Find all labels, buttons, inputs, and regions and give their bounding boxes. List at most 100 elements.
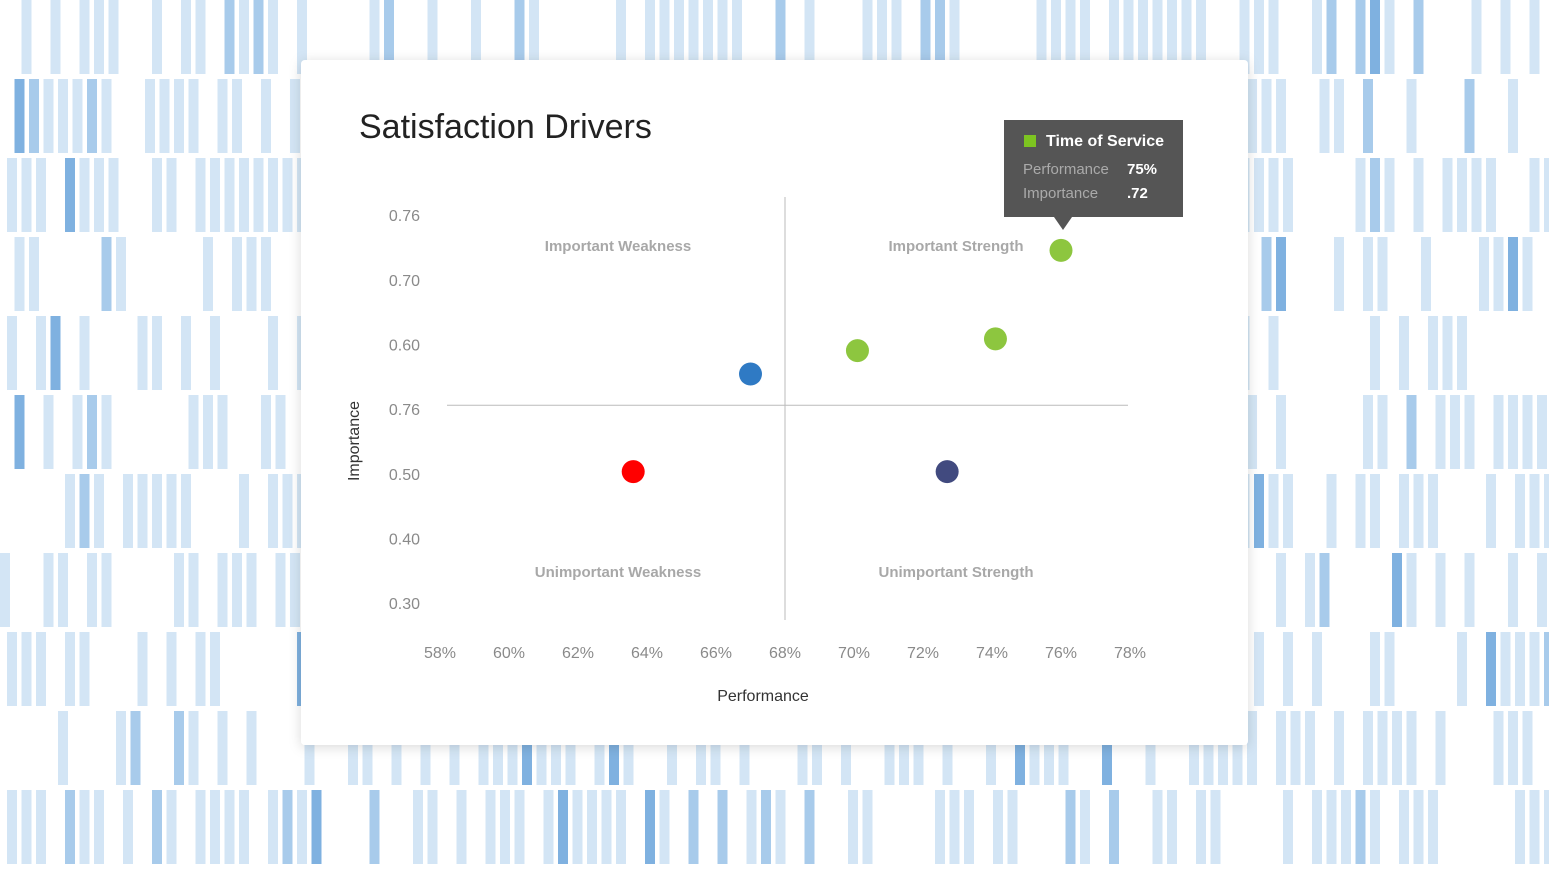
- bg-bar: [1537, 395, 1547, 469]
- bg-bar: [1305, 711, 1315, 785]
- x-tick-label: 62%: [562, 645, 594, 662]
- bg-bar: [1044, 711, 1054, 785]
- bg-bar: [1486, 632, 1496, 706]
- bg-bar: [1319, 79, 1330, 153]
- bg-bar: [1363, 395, 1373, 469]
- bg-bar: [688, 0, 699, 74]
- bg-bar: [261, 395, 271, 469]
- tooltip-value: .72: [1127, 185, 1148, 202]
- bg-bar: [1189, 711, 1199, 785]
- bg-bar: [1370, 158, 1380, 232]
- bg-bar: [877, 0, 887, 74]
- bg-bar: [43, 553, 54, 627]
- bg-bar: [1384, 158, 1395, 232]
- bg-bar: [1522, 395, 1533, 469]
- bg-bar: [282, 474, 293, 548]
- bg-bar: [1326, 474, 1337, 548]
- bg-bar: [667, 711, 677, 785]
- bg-bar: [1486, 158, 1496, 232]
- bg-bar: [152, 790, 162, 864]
- bg-bar: [1036, 0, 1047, 74]
- bg-bar: [688, 790, 699, 864]
- bg-bar: [514, 790, 525, 864]
- bg-bar: [188, 711, 199, 785]
- bg-bar: [1406, 553, 1417, 627]
- bg-bar: [304, 711, 315, 785]
- bg-bar: [732, 0, 742, 74]
- bg-bar: [1508, 237, 1518, 311]
- quadrant-label: Unimportant Strength: [879, 564, 1034, 581]
- bg-bar: [101, 237, 112, 311]
- bg-bar: [1239, 0, 1250, 74]
- bg-bar: [949, 0, 960, 74]
- bg-bar: [717, 0, 728, 74]
- bg-bar: [79, 790, 90, 864]
- bg-bar: [36, 158, 46, 232]
- bg-bar: [282, 158, 293, 232]
- bg-bar: [94, 474, 104, 548]
- bg-bar: [123, 474, 133, 548]
- bg-bar: [195, 632, 206, 706]
- bg-bar: [427, 790, 438, 864]
- bg-bar: [65, 158, 75, 232]
- bg-bar: [58, 79, 68, 153]
- bg-bar: [137, 474, 148, 548]
- bg-bar: [1399, 474, 1409, 548]
- bg-bar: [1457, 316, 1467, 390]
- bg-bar: [1515, 632, 1525, 706]
- bg-bar: [1471, 0, 1482, 74]
- bg-bar: [1283, 158, 1293, 232]
- bg-bar: [108, 158, 119, 232]
- bg-bar: [478, 711, 489, 785]
- bg-bar: [1138, 0, 1148, 74]
- bg-bar: [152, 474, 162, 548]
- bg-bar: [79, 474, 90, 548]
- bg-bar: [195, 790, 206, 864]
- bg-bar: [1370, 474, 1380, 548]
- bg-bar: [1276, 79, 1286, 153]
- bg-bar: [123, 790, 133, 864]
- bg-bar: [1109, 790, 1119, 864]
- bg-bar: [1218, 711, 1228, 785]
- bg-bar: [253, 158, 264, 232]
- tooltip-label: Importance: [1023, 185, 1098, 202]
- bg-bar: [1007, 790, 1018, 864]
- bg-bar: [1326, 790, 1337, 864]
- bg-bar: [217, 79, 228, 153]
- bg-bar: [601, 790, 612, 864]
- bg-bar: [812, 711, 822, 785]
- bg-bar: [72, 395, 83, 469]
- bg-bar: [14, 237, 25, 311]
- bg-bar: [1392, 553, 1402, 627]
- x-tick-label: 60%: [493, 645, 525, 662]
- bg-bar: [224, 790, 235, 864]
- bg-bar: [1283, 790, 1293, 864]
- bg-bar: [1326, 0, 1337, 74]
- bg-bar: [137, 316, 148, 390]
- bg-bar: [1493, 395, 1504, 469]
- bg-bar: [43, 395, 54, 469]
- bg-bar: [949, 790, 960, 864]
- bg-bar: [210, 632, 220, 706]
- bg-bar: [87, 395, 97, 469]
- bg-bar: [529, 0, 539, 74]
- bg-bar: [166, 790, 177, 864]
- bg-bar: [1167, 790, 1177, 864]
- bg-bar: [935, 0, 945, 74]
- bg-bar: [79, 632, 90, 706]
- bg-bar: [1312, 632, 1322, 706]
- bg-bar: [1305, 553, 1315, 627]
- bg-bar: [1109, 0, 1119, 74]
- x-tick-label: 76%: [1045, 645, 1077, 662]
- bg-bar: [1363, 79, 1373, 153]
- bg-bar: [1384, 0, 1395, 74]
- bg-bar: [290, 79, 300, 153]
- bg-bar: [522, 711, 532, 785]
- y-tick-label: 0.40: [389, 532, 420, 549]
- x-axis-label: Performance: [717, 688, 809, 705]
- bg-bar: [290, 553, 300, 627]
- bg-bar: [804, 790, 815, 864]
- bg-bar: [1529, 158, 1540, 232]
- bg-bar: [485, 790, 496, 864]
- bg-bar: [1508, 79, 1518, 153]
